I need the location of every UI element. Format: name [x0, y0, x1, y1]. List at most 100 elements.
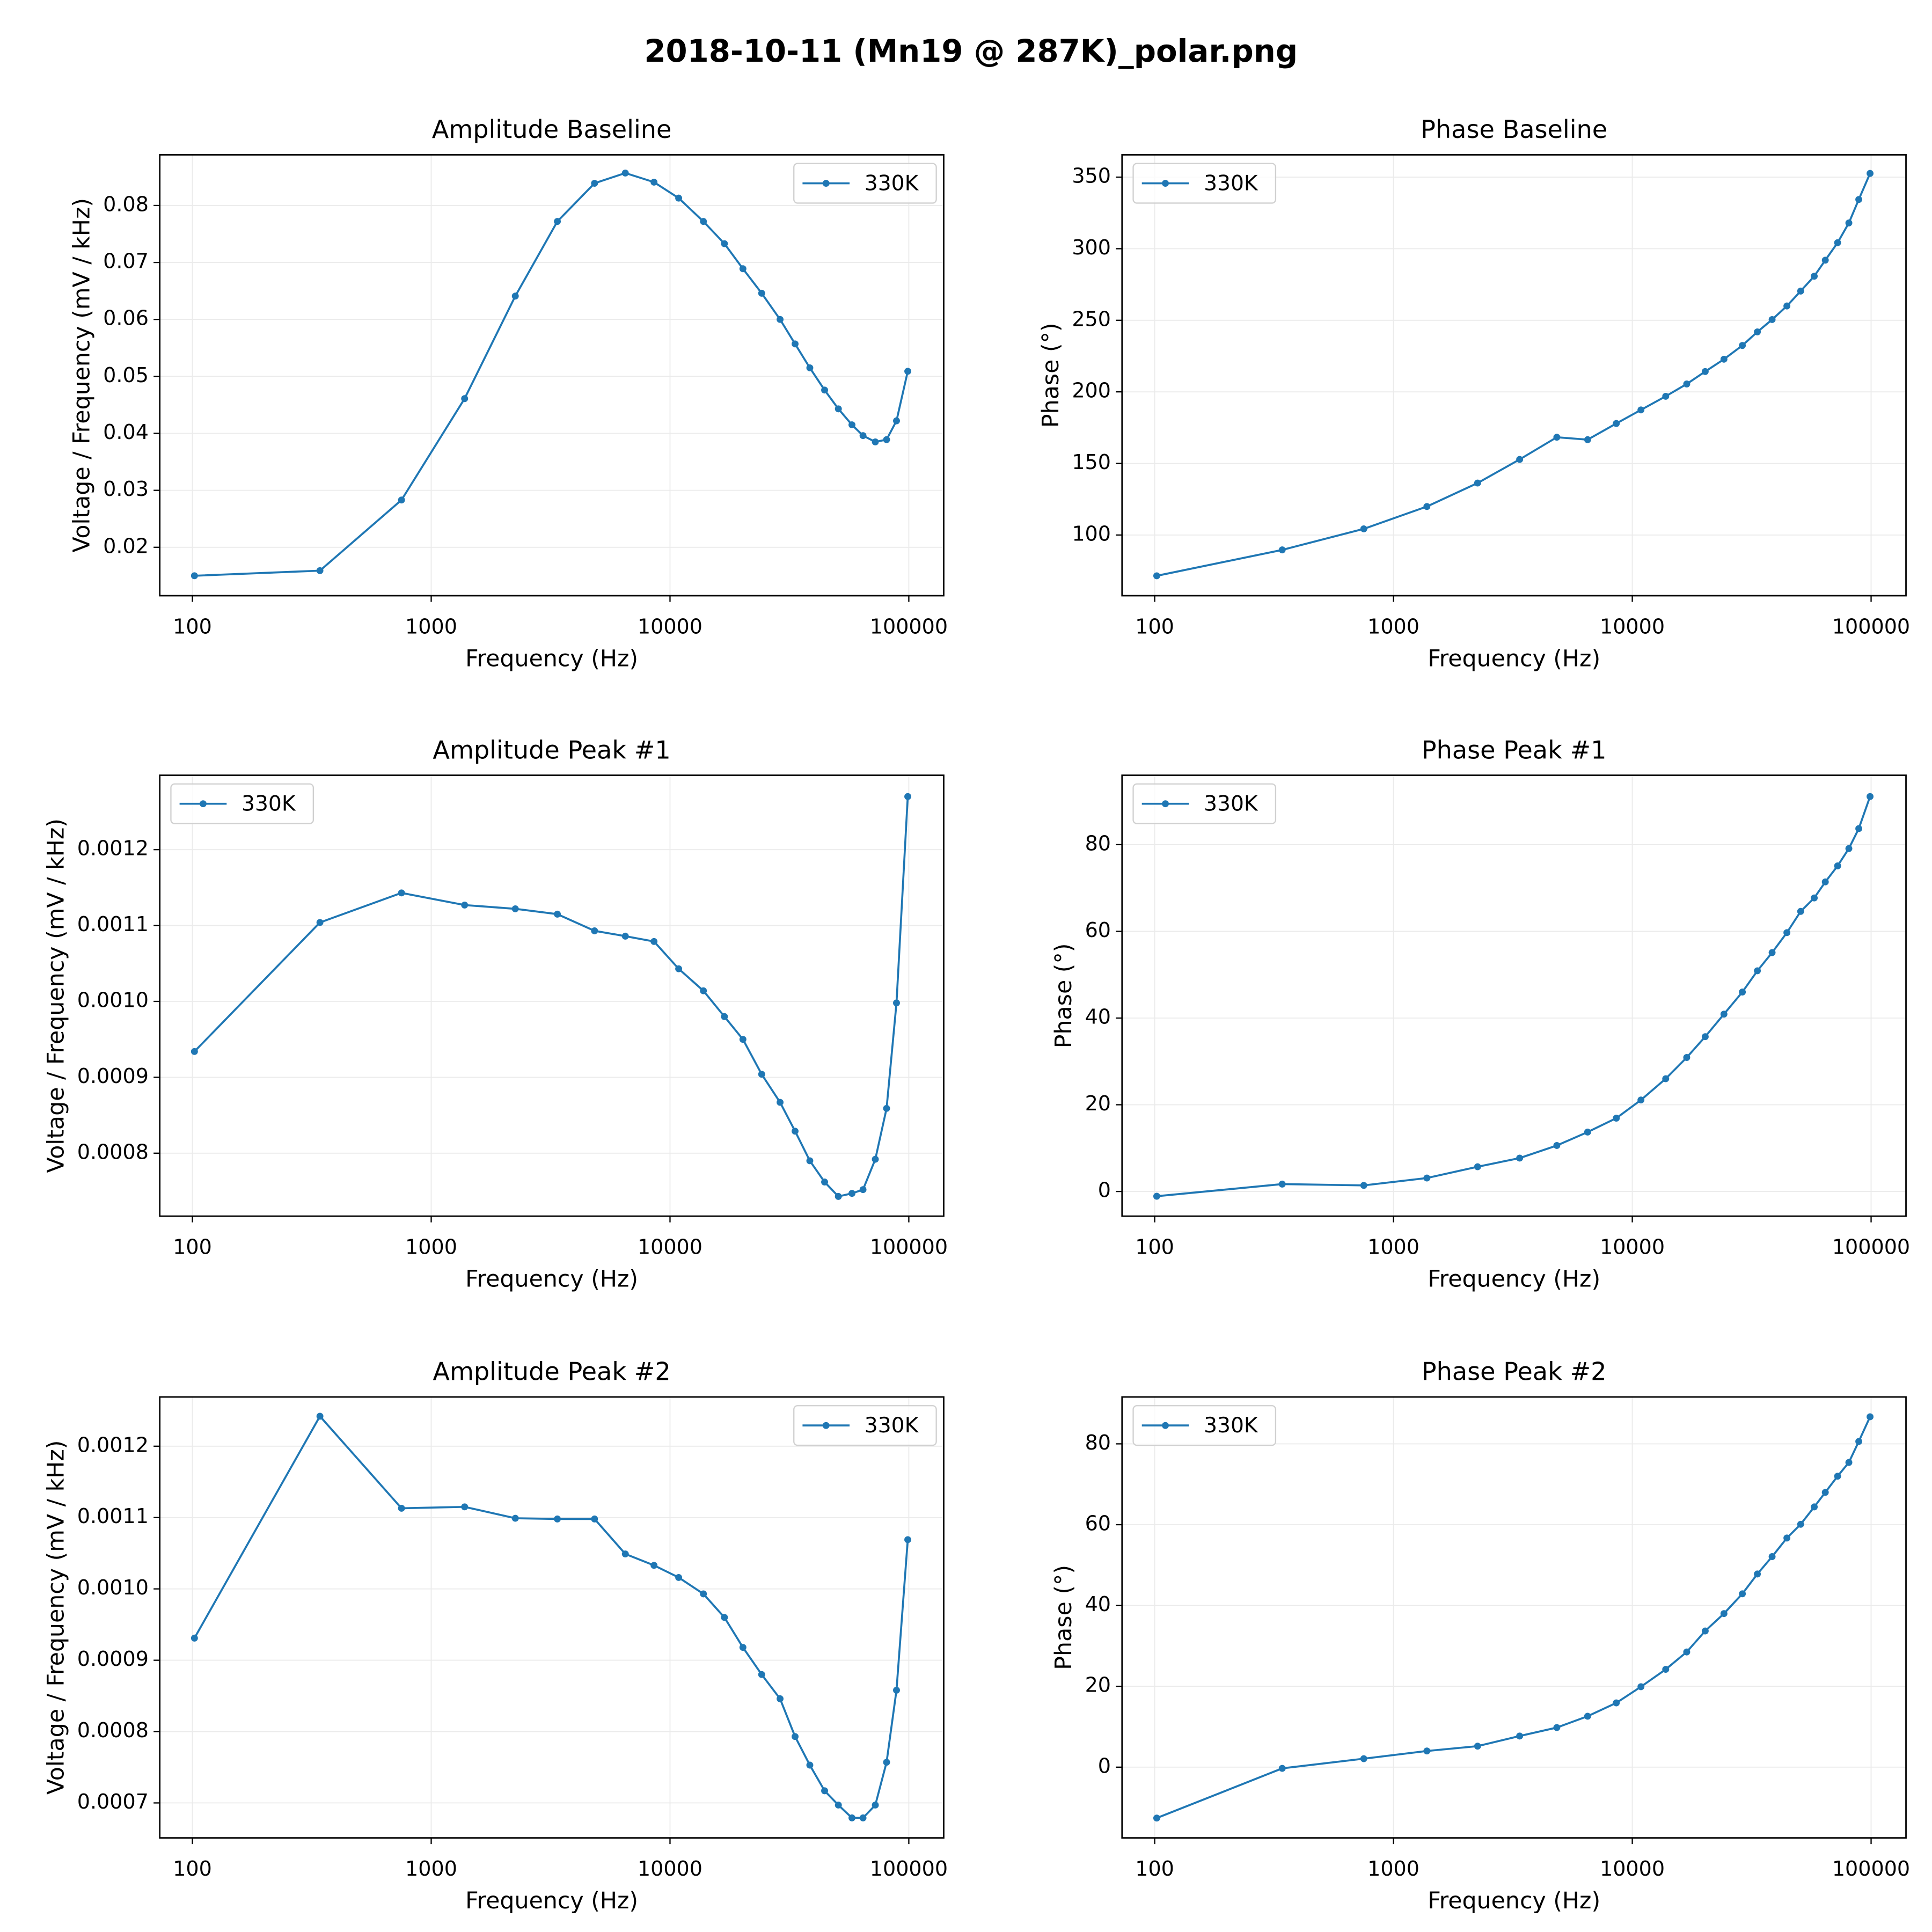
y-tick-label: 80: [1085, 831, 1111, 855]
data-point: [511, 292, 519, 300]
data-point: [721, 1013, 728, 1020]
data-point: [1834, 862, 1841, 869]
x-tick-label: 100000: [1832, 1235, 1910, 1259]
data-point: [461, 1503, 469, 1511]
data-point: [821, 1179, 828, 1185]
data-point: [758, 1071, 765, 1078]
y-tick-label: 0.0012: [77, 837, 149, 860]
data-point: [806, 1761, 814, 1769]
data-point: [191, 572, 198, 580]
data-point: [1553, 1724, 1561, 1731]
data-point: [777, 1695, 784, 1702]
data-point: [1783, 1534, 1791, 1542]
data-point: [1701, 1627, 1709, 1635]
y-tick-label: 0.08: [103, 192, 149, 216]
data-point: [1855, 825, 1863, 832]
y-tick-label: 0.0008: [77, 1140, 149, 1163]
x-axis-label: Frequency (Hz): [1428, 1887, 1600, 1914]
y-tick-label: 40: [1085, 1005, 1111, 1028]
x-tick-label: 10000: [638, 1857, 702, 1880]
x-axis-label: Frequency (Hz): [465, 1887, 638, 1914]
y-tick-label: 0.05: [103, 363, 149, 387]
y-tick-label: 0.0010: [77, 1576, 149, 1599]
legend-box: [1132, 1405, 1277, 1446]
data-point: [1845, 219, 1853, 226]
data-point: [792, 1733, 799, 1740]
y-tick-label: 0.06: [103, 306, 149, 330]
data-point: [1662, 1666, 1670, 1673]
data-point: [859, 432, 867, 440]
data-point: [511, 905, 519, 912]
y-tick-label: 250: [1072, 307, 1111, 331]
data-point: [621, 169, 629, 177]
data-point: [1811, 1503, 1818, 1511]
legend-label: 330K: [241, 792, 296, 816]
y-tick-label: 0.0009: [77, 1064, 149, 1088]
legend-box: [793, 163, 937, 204]
data-point: [835, 1192, 842, 1200]
data-point: [1516, 1732, 1524, 1740]
data-point: [1683, 1648, 1690, 1656]
legend-label: 330K: [865, 1414, 919, 1438]
data-point: [1662, 392, 1670, 400]
data-point: [700, 1590, 707, 1598]
axes-frame: [1121, 774, 1907, 1217]
data-point: [316, 567, 324, 574]
y-tick-label: 20: [1085, 1092, 1111, 1115]
y-tick-label: 0.0011: [77, 1504, 149, 1528]
data-point: [675, 965, 683, 972]
x-axis-label: Frequency (Hz): [1428, 1266, 1600, 1293]
data-point: [1754, 1570, 1761, 1578]
legend-label: 330K: [1204, 171, 1258, 195]
data-point: [1768, 949, 1776, 956]
data-point: [1720, 1610, 1728, 1618]
legend-marker: [822, 180, 830, 187]
y-tick-label: 350: [1072, 164, 1111, 188]
subplot-title: Amplitude Baseline: [432, 115, 672, 144]
data-point: [835, 1802, 842, 1809]
data-point: [806, 1157, 814, 1165]
legend-label: 330K: [1204, 792, 1258, 816]
data-point: [1516, 456, 1524, 463]
y-tick-label: 20: [1085, 1673, 1111, 1697]
legend-marker: [1162, 1422, 1169, 1429]
data-point: [1783, 929, 1791, 936]
data-point: [191, 1048, 198, 1055]
legend-box: [793, 1405, 937, 1446]
y-tick-label: 60: [1085, 918, 1111, 942]
y-tick-label: 150: [1072, 450, 1111, 474]
y-tick-label: 60: [1085, 1512, 1111, 1535]
data-point: [1613, 420, 1620, 427]
y-axis-label: Voltage / Frequency (mV / kHz): [42, 1440, 69, 1795]
data-point: [1811, 894, 1818, 902]
data-point: [1360, 1755, 1367, 1762]
subplot-title: Amplitude Peak #1: [433, 735, 670, 764]
y-axis-label: Phase (°): [1037, 323, 1064, 428]
data-point: [1867, 1413, 1874, 1421]
legend-box: [1132, 163, 1277, 204]
data-point: [806, 364, 814, 371]
y-tick-label: 0: [1098, 1754, 1111, 1777]
data-point: [316, 1413, 324, 1420]
y-tick-label: 100: [1072, 522, 1111, 545]
x-tick-label: 100000: [870, 615, 948, 639]
y-tick-label: 200: [1072, 379, 1111, 402]
legend-box: [1132, 783, 1277, 824]
data-point: [758, 289, 765, 297]
data-point: [621, 1550, 629, 1557]
legend-marker: [200, 800, 207, 808]
x-axis-label: Frequency (Hz): [465, 646, 638, 672]
data-point: [1739, 342, 1746, 349]
data-point: [554, 218, 561, 225]
x-tick-label: 100: [1135, 1857, 1174, 1880]
data-point: [872, 1802, 879, 1809]
axes-frame: [159, 774, 945, 1217]
data-point: [398, 496, 405, 504]
data-point: [848, 421, 855, 429]
data-point: [739, 1644, 747, 1651]
y-axis-label: Phase (°): [1050, 1565, 1077, 1670]
y-axis-label: Phase (°): [1050, 943, 1077, 1049]
data-point: [1783, 302, 1791, 310]
x-tick-label: 100: [173, 1235, 212, 1259]
data-point: [1683, 1054, 1690, 1061]
